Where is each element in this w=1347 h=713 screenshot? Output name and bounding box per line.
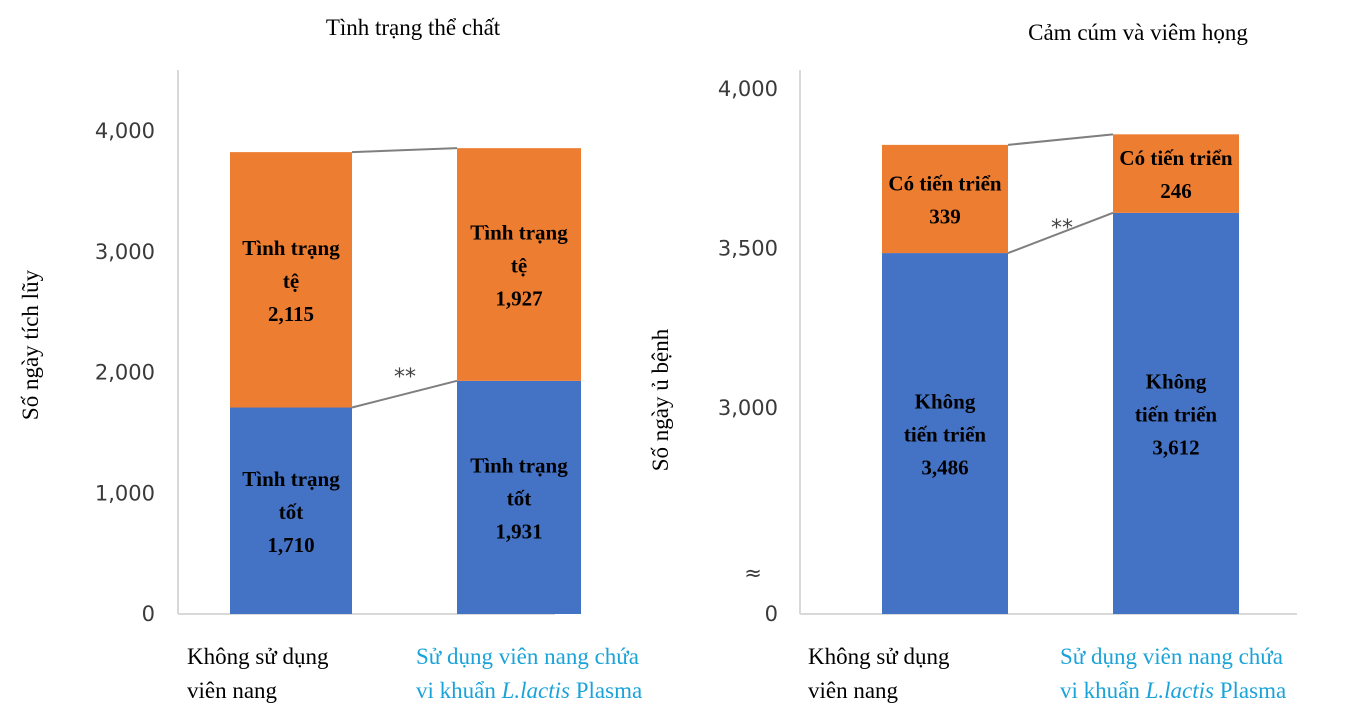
y-tick-label: 4,000: [95, 119, 155, 143]
x-category-label-line: Sử dụng viên nang chứa: [1060, 644, 1283, 669]
chart-title: Tình trạng thể chất: [326, 15, 501, 40]
chart-panel-flu: Cảm cúm và viêm họng Số ngày ủ bệnh 0 3,000…: [648, 20, 1297, 626]
chart-panel-physical: Tình trạng thể chất Số ngày tích lũy 0 1,00…: [18, 15, 581, 626]
x-category-label: Sử dụng viên nang chứa vi khuẩn L.lactis …: [416, 640, 642, 708]
connector-line: [1007, 211, 1114, 255]
data-label: Tình trạng tốt 1,710: [242, 467, 340, 557]
data-label-line: tốt: [279, 500, 304, 524]
bar-segment: [457, 148, 581, 381]
x-category-label: Sử dụng viên nang chứa vi khuẩn L.lactis …: [1060, 640, 1286, 708]
species-name: L.lactis: [1145, 678, 1214, 703]
data-label-line: 1,931: [495, 519, 542, 543]
data-label-line: Có tiến triển: [888, 171, 1001, 195]
bar-segment: [882, 253, 1008, 615]
connector-line: [1007, 133, 1114, 146]
data-label: Tình trạng tệ 1,927: [470, 220, 568, 310]
data-label-line: 246: [1160, 179, 1192, 203]
data-label-line: 339: [929, 204, 961, 228]
significance-marker: **: [1051, 216, 1073, 241]
data-label-line: Không: [1146, 369, 1207, 393]
bar-segment: [230, 152, 352, 408]
x-category-label-line: Không sử dụng: [187, 644, 329, 669]
bar-segment: [882, 144, 1008, 254]
x-category-label-line: vi khuẩn L.lactis Plasma: [1060, 678, 1287, 703]
x-category-label-line: Sử dụng viên nang chứa: [416, 644, 639, 669]
y-tick-label: 3,000: [95, 240, 155, 264]
y-tick-label: 4,000: [718, 77, 778, 101]
data-label-line: 2,115: [268, 302, 314, 326]
y-tick-label: 3,000: [718, 396, 778, 420]
data-label-line: 3,486: [921, 456, 968, 480]
data-label-line: Tình trạng: [470, 453, 568, 477]
data-label-line: 1,710: [267, 533, 314, 557]
data-label-line: Tình trạng: [242, 236, 340, 260]
data-label-line: Tình trạng: [242, 467, 340, 491]
y-tick-label: 0: [765, 602, 778, 626]
data-label-line: 3,612: [1152, 435, 1199, 459]
connector-line: [351, 147, 458, 154]
bar-segment: [457, 380, 581, 614]
data-label: Không tiến triển 3,612: [1135, 369, 1218, 459]
axis-break-icon: ≈: [744, 561, 762, 585]
species-name: L.lactis: [501, 678, 570, 703]
data-label-line: tiến triển: [904, 423, 987, 447]
data-label-line: tệ: [511, 253, 527, 277]
x-category-label: Không sử dụng viên nang: [187, 640, 329, 708]
data-label-line: Có tiến triển: [1119, 146, 1232, 170]
data-label-line: tốt: [507, 486, 532, 510]
x-category-label-line: vi khuẩn L.lactis Plasma: [416, 678, 643, 703]
data-label-line: 1,927: [495, 286, 542, 310]
data-label-line: tiến triển: [1135, 402, 1218, 426]
x-category-label-line: viên nang: [808, 678, 899, 703]
data-label-line: tệ: [283, 269, 299, 293]
bar-segment: [230, 407, 352, 614]
y-tick-label: 2,000: [95, 361, 155, 385]
y-axis-label: Số ngày tích lũy: [18, 269, 43, 420]
y-axis-label: Số ngày ủ bệnh: [648, 328, 673, 471]
y-tick-label: 0: [142, 602, 155, 626]
data-label-line: Không: [915, 390, 976, 414]
connector-line: [351, 379, 458, 409]
bar-segment: [1113, 212, 1239, 614]
data-label: Không tiến triển 3,486: [904, 390, 987, 480]
x-category-label: Không sử dụng viên nang: [808, 640, 950, 708]
bar-segment: [1113, 134, 1239, 213]
data-label: Tình trạng tốt 1,931: [470, 453, 568, 543]
x-category-label-line: Không sử dụng: [808, 644, 950, 669]
data-label: Có tiến triển 246: [1119, 146, 1232, 203]
data-label: Tình trạng tệ 2,115: [242, 236, 340, 326]
chart-title: Cảm cúm và viêm họng: [1028, 20, 1248, 45]
y-tick-label: 3,500: [718, 237, 778, 261]
significance-marker: **: [394, 365, 416, 390]
y-tick-label: 1,000: [95, 481, 155, 505]
x-category-label-line: viên nang: [187, 678, 278, 703]
data-label-line: Tình trạng: [470, 220, 568, 244]
data-label: Có tiến triển 339: [888, 171, 1001, 228]
